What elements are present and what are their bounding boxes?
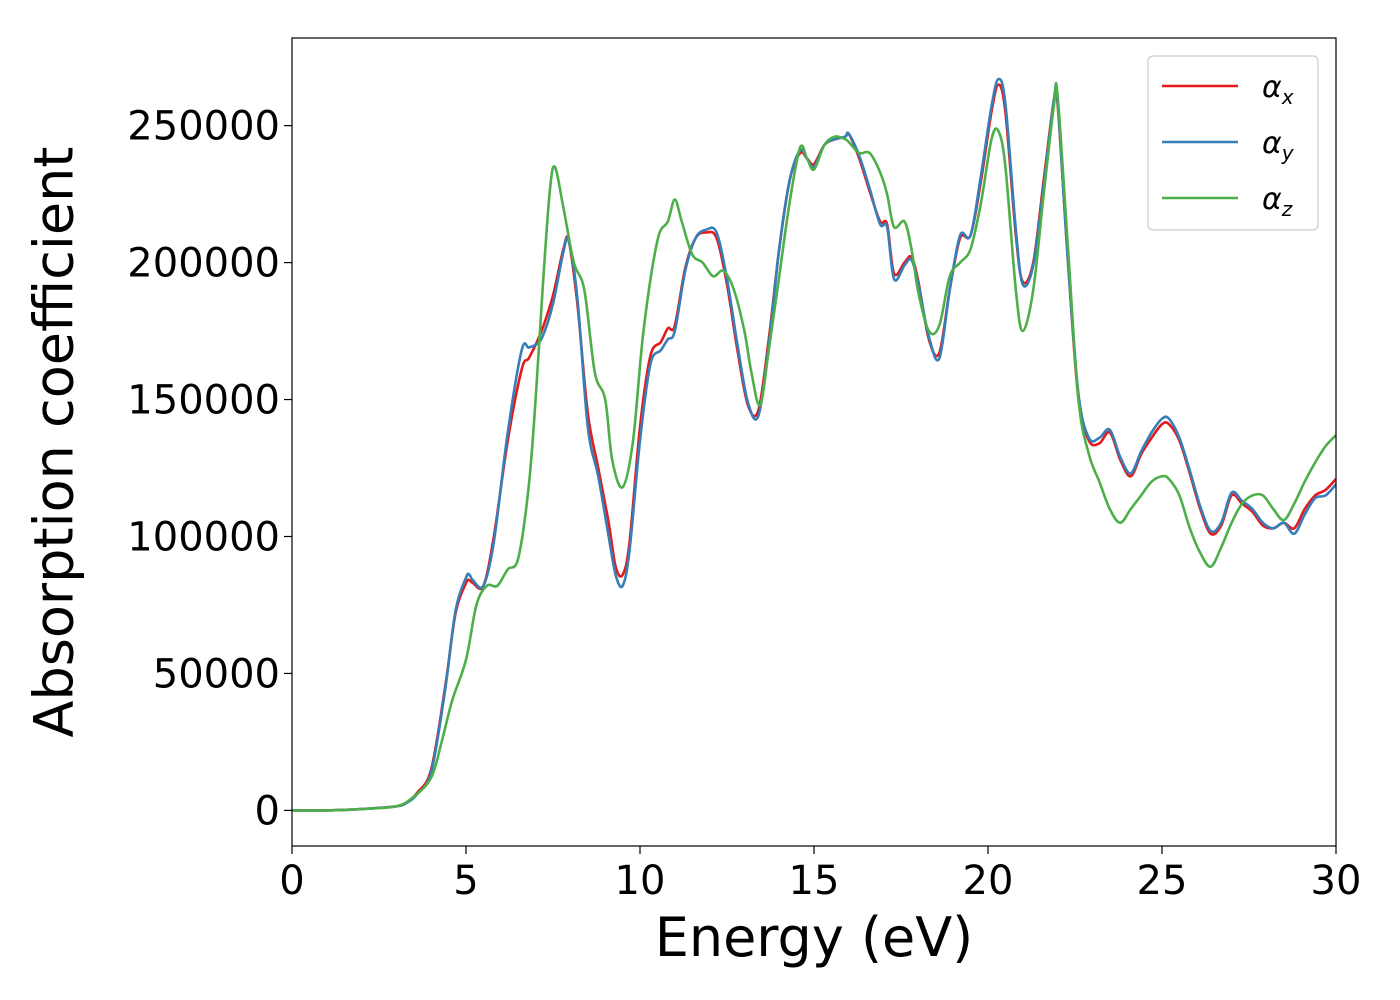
y-tick-label: 50000 xyxy=(153,651,280,697)
x-axis-label: Energy (eV) xyxy=(655,906,974,969)
y-axis: 0 50000 100000 150000 200000 250000 xyxy=(127,104,292,834)
series-line-alpha-y xyxy=(292,77,1336,812)
series-layer xyxy=(292,77,1336,812)
y-tick-label: 200000 xyxy=(127,241,280,287)
legend: αx αy αz xyxy=(1147,55,1319,231)
y-tick-label: 250000 xyxy=(127,104,280,150)
x-tick-label: 10 xyxy=(615,858,666,904)
legend-label-alpha-x: αx xyxy=(1262,70,1294,109)
x-tick-label: 30 xyxy=(1311,858,1362,904)
legend-label-alpha-z: αz xyxy=(1262,182,1293,221)
series-line-alpha-z xyxy=(292,81,1336,812)
y-axis-label: Absorption coefficient xyxy=(23,147,86,738)
x-tick-label: 0 xyxy=(279,858,304,904)
x-axis: 0 5 10 15 20 25 30 xyxy=(279,846,1361,904)
legend-label-alpha-y: αy xyxy=(1262,126,1295,165)
x-tick-label: 5 xyxy=(453,858,478,904)
y-tick-label: 100000 xyxy=(127,514,280,560)
x-tick-label: 15 xyxy=(789,858,840,904)
y-tick-label: 150000 xyxy=(127,378,280,424)
y-tick-label: 0 xyxy=(255,788,280,834)
x-tick-label: 20 xyxy=(963,858,1014,904)
x-tick-label: 25 xyxy=(1137,858,1188,904)
